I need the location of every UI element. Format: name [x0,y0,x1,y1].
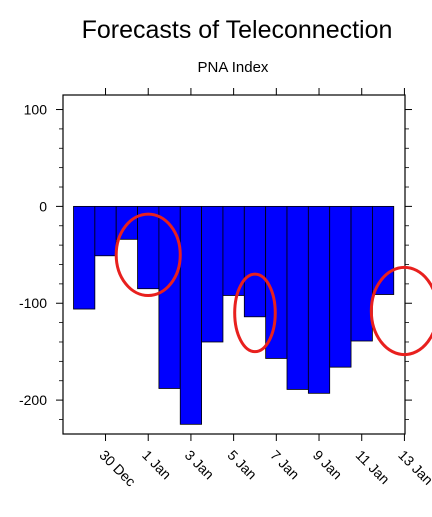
bar [179,205,203,425]
chart-title: Forecasts of Teleconnection [82,16,393,44]
highlight-ellipse [369,265,432,357]
bar [243,205,267,318]
highlight-ellipse [114,212,182,297]
x-tick-label: 1 Jan [139,447,175,483]
x-tick-label: 30 Dec [96,447,139,490]
x-tick-label: 11 Jan [353,447,393,487]
y-tick-label: 0 [39,198,47,214]
bar [286,205,309,390]
bar [307,205,331,394]
y-tick-label: -100 [19,295,47,311]
bar [94,205,117,257]
x-tick-label: 13 Jan [395,447,432,488]
y-tick-label: -200 [19,392,47,408]
bar [350,205,373,342]
x-tick-label: 7 Jan [267,447,303,483]
bars-layer [73,205,395,425]
y-tick-label: 100 [24,102,48,118]
bar [371,205,395,295]
x-tick-label: 5 Jan [225,447,261,483]
bar [201,205,224,343]
highlight-ellipse [233,272,277,354]
x-tick-label: 3 Jan [182,447,218,483]
chart-subtitle: PNA Index [198,59,269,76]
annotations-layer [114,212,432,357]
bar [137,205,160,290]
bar [73,205,96,310]
bar [329,205,352,368]
x-tick-label: 9 Jan [310,447,346,483]
